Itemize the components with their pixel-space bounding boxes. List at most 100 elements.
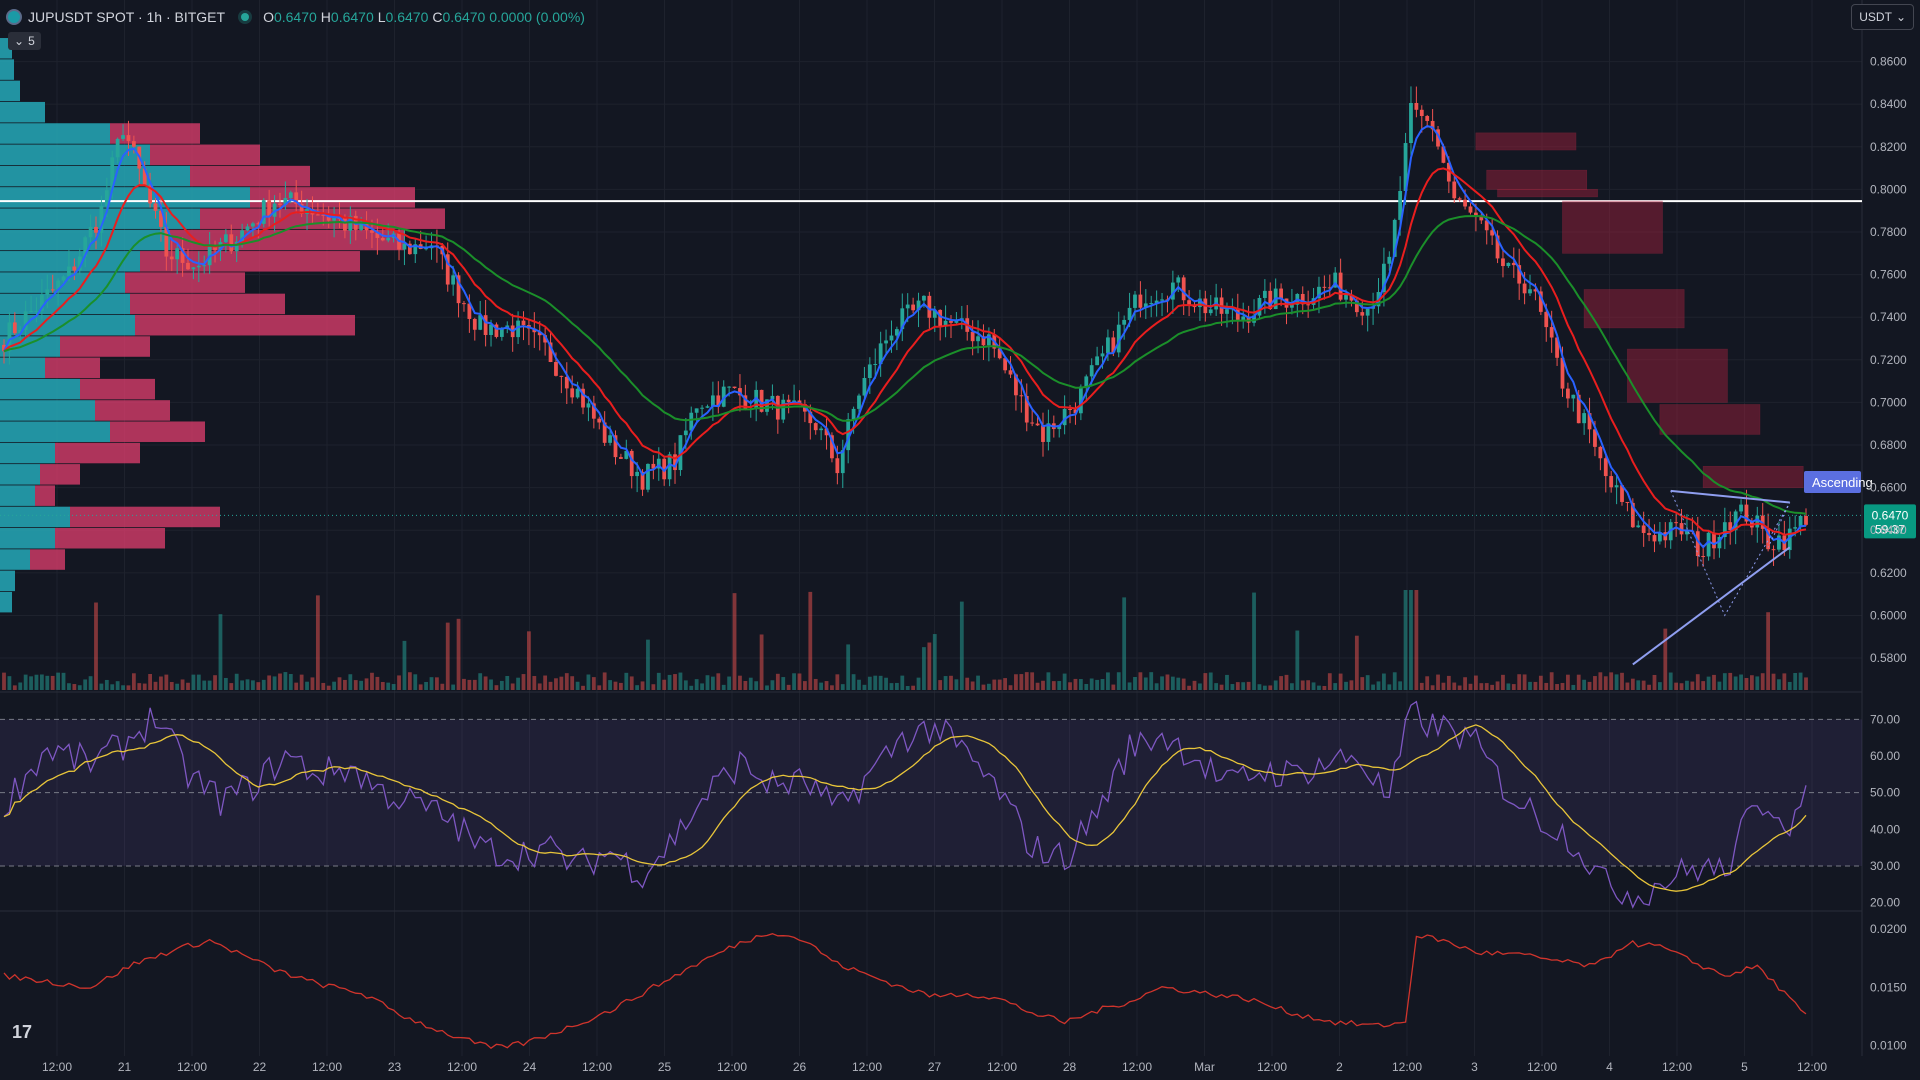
volume-bar xyxy=(294,682,299,690)
volume-bar xyxy=(1544,682,1549,690)
candle-body xyxy=(1133,294,1137,308)
indicators-collapse-button[interactable]: ⌄ 5 xyxy=(8,32,41,50)
rsi-tick-label: 40.00 xyxy=(1870,822,1900,836)
tradingview-logo-icon[interactable]: 17 xyxy=(12,1022,33,1042)
volume-bar xyxy=(559,676,564,690)
candle-body xyxy=(1262,290,1267,298)
volume-profile-up-bar xyxy=(0,59,14,80)
volume-bar xyxy=(1030,672,1035,690)
candle-body xyxy=(402,243,407,250)
ascending-triangle-pattern[interactable]: Ascending xyxy=(1632,471,1873,666)
candle-body xyxy=(608,435,612,443)
candle-body xyxy=(1706,532,1711,557)
supply-zone xyxy=(1583,289,1685,329)
volume-bar xyxy=(413,674,418,690)
candle-body xyxy=(1641,525,1646,533)
rsi-tick-label: 50.00 xyxy=(1870,786,1900,800)
volume-bar xyxy=(1057,681,1062,690)
symbol-title[interactable]: JUPUSDT SPOT · 1h · BITGET xyxy=(28,9,226,25)
volume-bar xyxy=(462,678,466,690)
volume-profile-up-bar xyxy=(0,314,135,336)
candle-body xyxy=(830,435,834,459)
volume-bar xyxy=(23,674,28,690)
candle-body xyxy=(759,389,764,412)
volume-bar xyxy=(1170,676,1175,690)
volume-bar xyxy=(1311,682,1316,690)
volume-bar xyxy=(1690,681,1695,690)
volume-profile-up-bar xyxy=(0,485,35,506)
candle-body xyxy=(1647,532,1651,536)
candle-body xyxy=(705,406,710,408)
volume-bar xyxy=(305,681,309,690)
candle-body xyxy=(997,348,1002,359)
candle-body xyxy=(651,463,656,469)
volume-bar xyxy=(1262,685,1267,690)
volume-bar xyxy=(651,684,656,690)
volume-bar xyxy=(781,677,786,690)
volume-bar xyxy=(1338,673,1343,690)
rsi-line xyxy=(3,700,1807,909)
volume-bar xyxy=(159,676,163,690)
currency-selector[interactable]: USDT ⌄ xyxy=(1851,4,1914,30)
candle-body xyxy=(954,320,959,323)
volume-bar xyxy=(819,682,824,690)
candle-body xyxy=(1479,215,1484,221)
volume-bar xyxy=(223,677,228,690)
candle-body xyxy=(1598,446,1603,459)
candle-body xyxy=(808,411,813,424)
volume-profile-down-bar xyxy=(135,314,355,336)
candle-body xyxy=(83,237,88,257)
candle-body xyxy=(1122,319,1127,325)
volume-bar xyxy=(1046,672,1051,690)
candle-body xyxy=(12,322,17,334)
candle-body xyxy=(142,168,147,186)
volume-bar xyxy=(1484,683,1489,690)
volume-profile-up-bar xyxy=(0,549,30,570)
candle-body xyxy=(1425,116,1430,121)
volume-bar xyxy=(137,683,142,690)
volume-bar xyxy=(1479,683,1484,690)
volume-bar xyxy=(1587,681,1592,690)
candle-body xyxy=(640,471,645,490)
volume-profile-down-bar xyxy=(35,485,55,506)
volume-bar xyxy=(581,685,585,690)
volume-bar xyxy=(478,673,483,690)
volume-bar xyxy=(1685,680,1689,690)
candle-body xyxy=(1603,458,1608,477)
candle-body xyxy=(1544,311,1549,328)
candle-body xyxy=(1317,286,1321,299)
candle-body xyxy=(1078,386,1083,414)
candle-body xyxy=(407,243,412,255)
candle-body xyxy=(2,344,6,352)
volume-profile-up-bar xyxy=(0,80,20,102)
candle-body xyxy=(1685,530,1689,535)
volume-profile-down-bar xyxy=(40,464,80,485)
volume-bar xyxy=(391,684,396,690)
volume-bar xyxy=(835,674,840,690)
candle-body xyxy=(1252,315,1256,323)
supply-zone xyxy=(1659,404,1761,435)
candle-body xyxy=(1073,409,1078,414)
candle-body xyxy=(619,457,623,459)
candle-body xyxy=(1327,287,1332,289)
volume-bar xyxy=(1647,684,1651,690)
candle-body xyxy=(375,232,380,238)
volume-profile-down-bar xyxy=(130,293,285,315)
supply-zone xyxy=(1562,200,1663,254)
volume-bar xyxy=(900,675,905,690)
volume-profile-down-bar xyxy=(125,272,245,293)
volume-bar xyxy=(1198,683,1202,690)
volume-bar xyxy=(1506,683,1511,690)
volume-bar xyxy=(164,674,169,690)
volume-bar xyxy=(288,674,293,690)
volume-bar xyxy=(873,675,878,690)
candle-body xyxy=(1019,395,1024,397)
volume-bar xyxy=(440,683,445,690)
candle-body xyxy=(180,248,185,263)
candle-body xyxy=(50,289,55,291)
volume-bar xyxy=(905,685,910,690)
volume-bar xyxy=(278,673,282,690)
candle-body xyxy=(970,331,975,342)
